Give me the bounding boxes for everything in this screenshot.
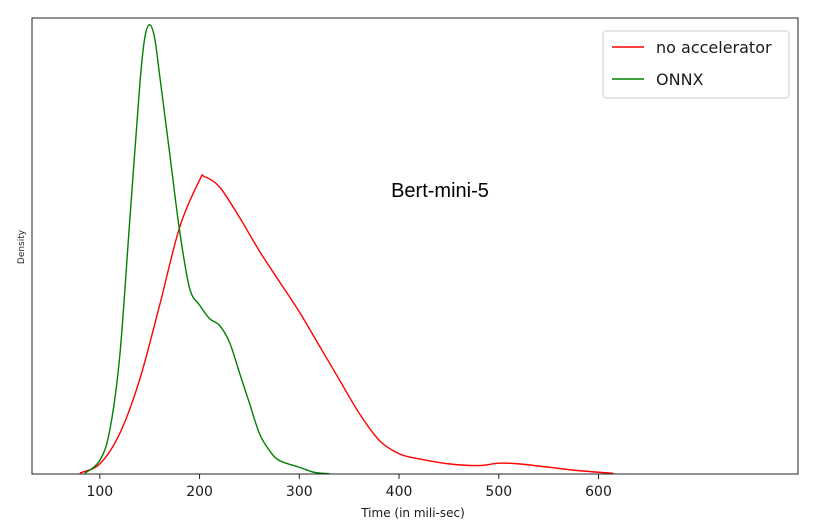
x-tick-label: 100 (86, 484, 113, 500)
legend-items: no accelerator ONNX (612, 38, 772, 89)
legend: no accelerator ONNX (602, 30, 790, 99)
axes-frame (31, 17, 799, 475)
chart-annotation: Bert-mini-5 (391, 180, 489, 202)
x-tick-label: 600 (585, 484, 612, 500)
x-axis-ticks: 100 200 300 400 500 600 (86, 474, 612, 500)
x-tick-label: 400 (386, 484, 413, 500)
legend-label-no-accelerator: no accelerator (656, 38, 772, 57)
x-axis-label: Time (in mili-sec) (360, 506, 465, 520)
series-line-no-accelerator (79, 174, 614, 475)
legend-label-onnx: ONNX (656, 70, 704, 89)
x-tick-label: 300 (286, 484, 313, 500)
y-axis-label: Density (17, 229, 27, 264)
series-layer (79, 24, 614, 475)
x-tick-label: 500 (485, 484, 512, 500)
x-tick-label: 200 (186, 484, 213, 500)
series-line-onnx (84, 24, 330, 475)
legend-box (602, 30, 790, 99)
